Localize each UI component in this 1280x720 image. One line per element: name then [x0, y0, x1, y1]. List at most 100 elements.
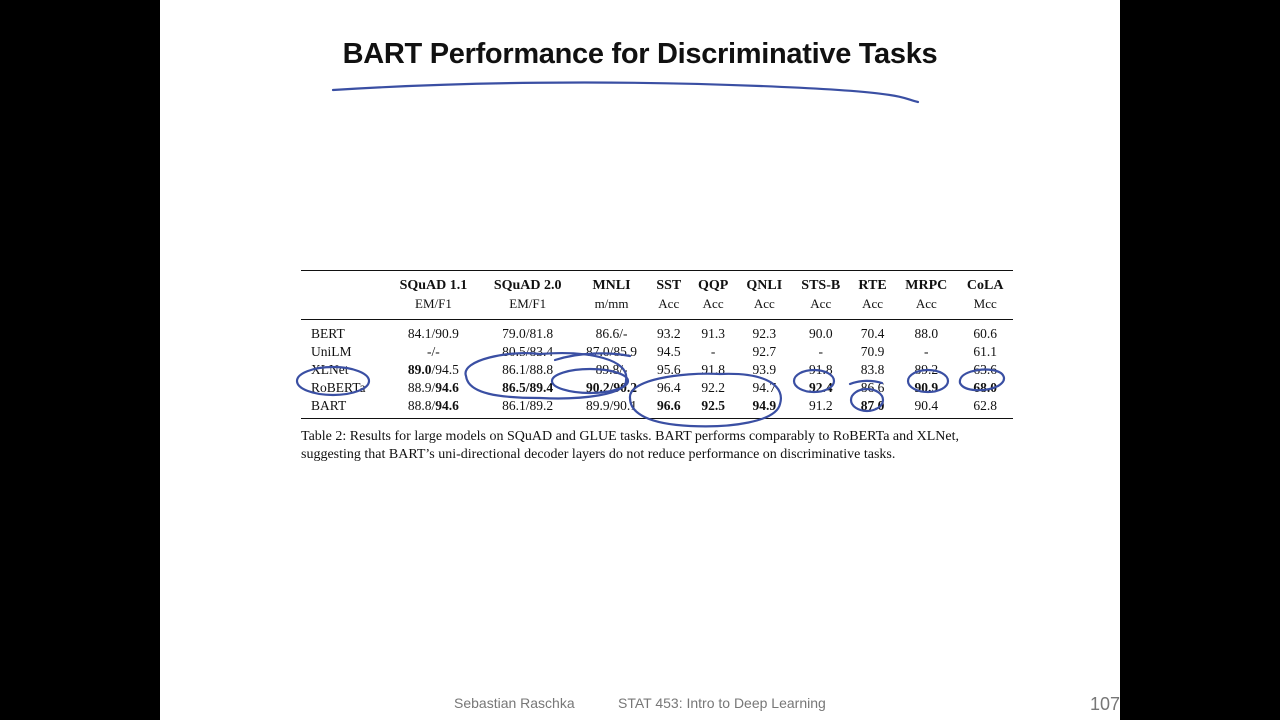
column-header-metric: Acc: [658, 296, 680, 311]
header-row-metrics: EM/F1 EM/F1 m/mm Acc Acc Acc Acc Acc Acc Mcc: [301, 295, 1013, 320]
table-cell: 91.8: [701, 362, 725, 377]
column-header-name: SQuAD 1.1: [399, 278, 468, 293]
table-cell: 86.6: [860, 380, 885, 395]
column-header-name: CoLA: [966, 278, 1004, 293]
column-header-name: SQuAD 2.0: [493, 278, 562, 293]
column-header-name: QQP: [697, 278, 729, 293]
table-cell: 79.0/81.8: [502, 326, 554, 341]
table-cell: 87.0/85.9: [586, 344, 638, 359]
header-row-names: SQuAD 1.1 SQuAD 2.0 MNLI SST QQP QNLI STS-B RTE…: [301, 270, 1013, 296]
table-cell: 80.5/83.4: [502, 344, 554, 359]
column-header-metric: Acc: [753, 296, 775, 311]
column-header-metric: Acc: [702, 296, 724, 311]
table-cell: 61.1: [973, 344, 998, 359]
column-header-name: RTE: [858, 278, 887, 293]
table-cell: -/-: [427, 344, 440, 359]
table-cell: 92.3: [752, 326, 777, 341]
table-cell: 62.8: [973, 398, 998, 413]
table-cell: 86.6/-: [595, 326, 628, 341]
column-header-metric: Acc: [862, 296, 884, 311]
table-cell: -: [924, 344, 929, 359]
table-cell: 89.0/94.5: [407, 362, 459, 377]
table-cell: 60.6: [973, 326, 998, 341]
table-cell: 70.4: [860, 326, 885, 341]
column-header-metric: Acc: [915, 296, 937, 311]
table-cell: 89.9/90.1: [586, 398, 638, 413]
table-cell: 91.3: [701, 326, 725, 341]
cell-part: 88.9: [407, 380, 432, 395]
table-cell: 84.1/90.9: [407, 326, 459, 341]
cell-part: 94.6: [435, 398, 459, 413]
table-caption: Table 2: Results for large models on SQu…: [301, 429, 960, 462]
header-corner: [301, 295, 386, 320]
results-table-container: SQuAD 1.1 SQuAD 2.0 MNLI SST QQP QNLI STS-B RTE…: [301, 270, 1013, 419]
table-cell: 68.0: [973, 380, 998, 395]
table-cell: 93.2: [656, 326, 681, 341]
title-underline: [331, 81, 920, 104]
footer-author: Sebastian Raschka: [454, 695, 575, 711]
table-cell: 88.9/94.6: [407, 380, 459, 395]
table-cell: 90.9: [914, 380, 939, 395]
table-row: BART 88.8/94.6 86.1/89.2 89.9/90.1 96.6 92.5 9…: [301, 397, 1013, 419]
column-header-name: SST: [656, 278, 682, 293]
table-cell: 86.1/89.2: [502, 398, 554, 413]
column-header-name: QNLI: [746, 278, 783, 293]
table-row: XLNet 89.0/94.5 86.1/88.8 89.8/- 95.6 91.8 93.…: [301, 361, 1013, 379]
table-cell: 86.5/89.4: [502, 380, 554, 395]
header-corner: [301, 271, 386, 296]
table-cell: 96.6: [656, 398, 681, 413]
column-header-name: MRPC: [905, 278, 948, 293]
table-cell: 92.7: [752, 344, 777, 359]
table-cell: 92.5: [701, 398, 725, 413]
table-cell: 88.0: [914, 326, 939, 341]
results-table: SQuAD 1.1 SQuAD 2.0 MNLI SST QQP QNLI STS-B RTE…: [301, 270, 1013, 419]
footer-course: STAT 453: Intro to Deep Learning: [618, 695, 826, 711]
column-header-metric: Acc: [810, 296, 832, 311]
table-cell: 92.2: [701, 380, 725, 395]
column-header-metric: EM/F1: [415, 296, 452, 311]
table-cell: 94.9: [752, 398, 777, 413]
table-row: RoBERTa 88.9/94.6 86.5/89.4 90.2/90.2 96.4 92…: [301, 379, 1013, 397]
table-cell: 95.6: [656, 362, 681, 377]
table-cell: 87.0: [860, 398, 885, 413]
cell-part: 89.0: [407, 362, 432, 377]
table-cell: 92.4: [808, 380, 833, 395]
model-name: BART: [311, 398, 347, 413]
table-cell: 86.1/88.8: [502, 362, 554, 377]
column-header-metric: m/mm: [594, 296, 629, 311]
model-name: UniLM: [311, 344, 352, 359]
page-number: 107: [1089, 694, 1120, 714]
table-cell: 89.8/-: [595, 362, 628, 377]
model-name: RoBERTa: [311, 380, 366, 395]
table-cell: 96.4: [656, 380, 681, 395]
table-cell: 91.2: [808, 398, 833, 413]
table-cell: -: [818, 344, 824, 359]
table-cell: 70.9: [860, 344, 885, 359]
table-cell: 94.5: [656, 344, 681, 359]
slide-title: BART Performance for Discriminative Task…: [342, 38, 938, 70]
table-body: BERT 84.1/90.9 79.0/81.8 86.6/- 93.2 91.3 92.3…: [301, 320, 1013, 419]
table-cell: 90.4: [914, 398, 939, 413]
column-header-name: MNLI: [592, 278, 631, 293]
column-header-metric: Mcc: [973, 296, 997, 311]
column-header-name: STS-B: [801, 278, 841, 293]
model-name: BERT: [311, 326, 345, 341]
table-cell: 88.8/94.6: [407, 398, 459, 413]
table-cell: 63.6: [973, 362, 998, 377]
table-row: UniLM -/- 80.5/83.4 87.0/85.9 94.5 - 92.7 - 70.9…: [301, 343, 1013, 361]
table-cell: 89.2: [914, 362, 939, 377]
slide: BART Performance for Discriminative Task…: [160, 0, 1120, 720]
cell-part: 94.5: [435, 362, 459, 377]
table-cell: 94.7: [752, 380, 777, 395]
table-cell: -: [710, 344, 716, 359]
table-cell: 93.9: [752, 362, 777, 377]
model-name: XLNet: [311, 362, 349, 377]
cell-part: 88.8: [407, 398, 432, 413]
table-cell: 90.2/90.2: [586, 380, 638, 395]
cell-part: 94.6: [435, 380, 459, 395]
table-cell: 83.8: [860, 362, 885, 377]
table-row: BERT 84.1/90.9 79.0/81.8 86.6/- 93.2 91.3 92.3…: [301, 320, 1013, 344]
table-cell: 90.0: [808, 326, 833, 341]
table-cell: 91.8: [808, 362, 833, 377]
column-header-metric: EM/F1: [509, 296, 547, 311]
